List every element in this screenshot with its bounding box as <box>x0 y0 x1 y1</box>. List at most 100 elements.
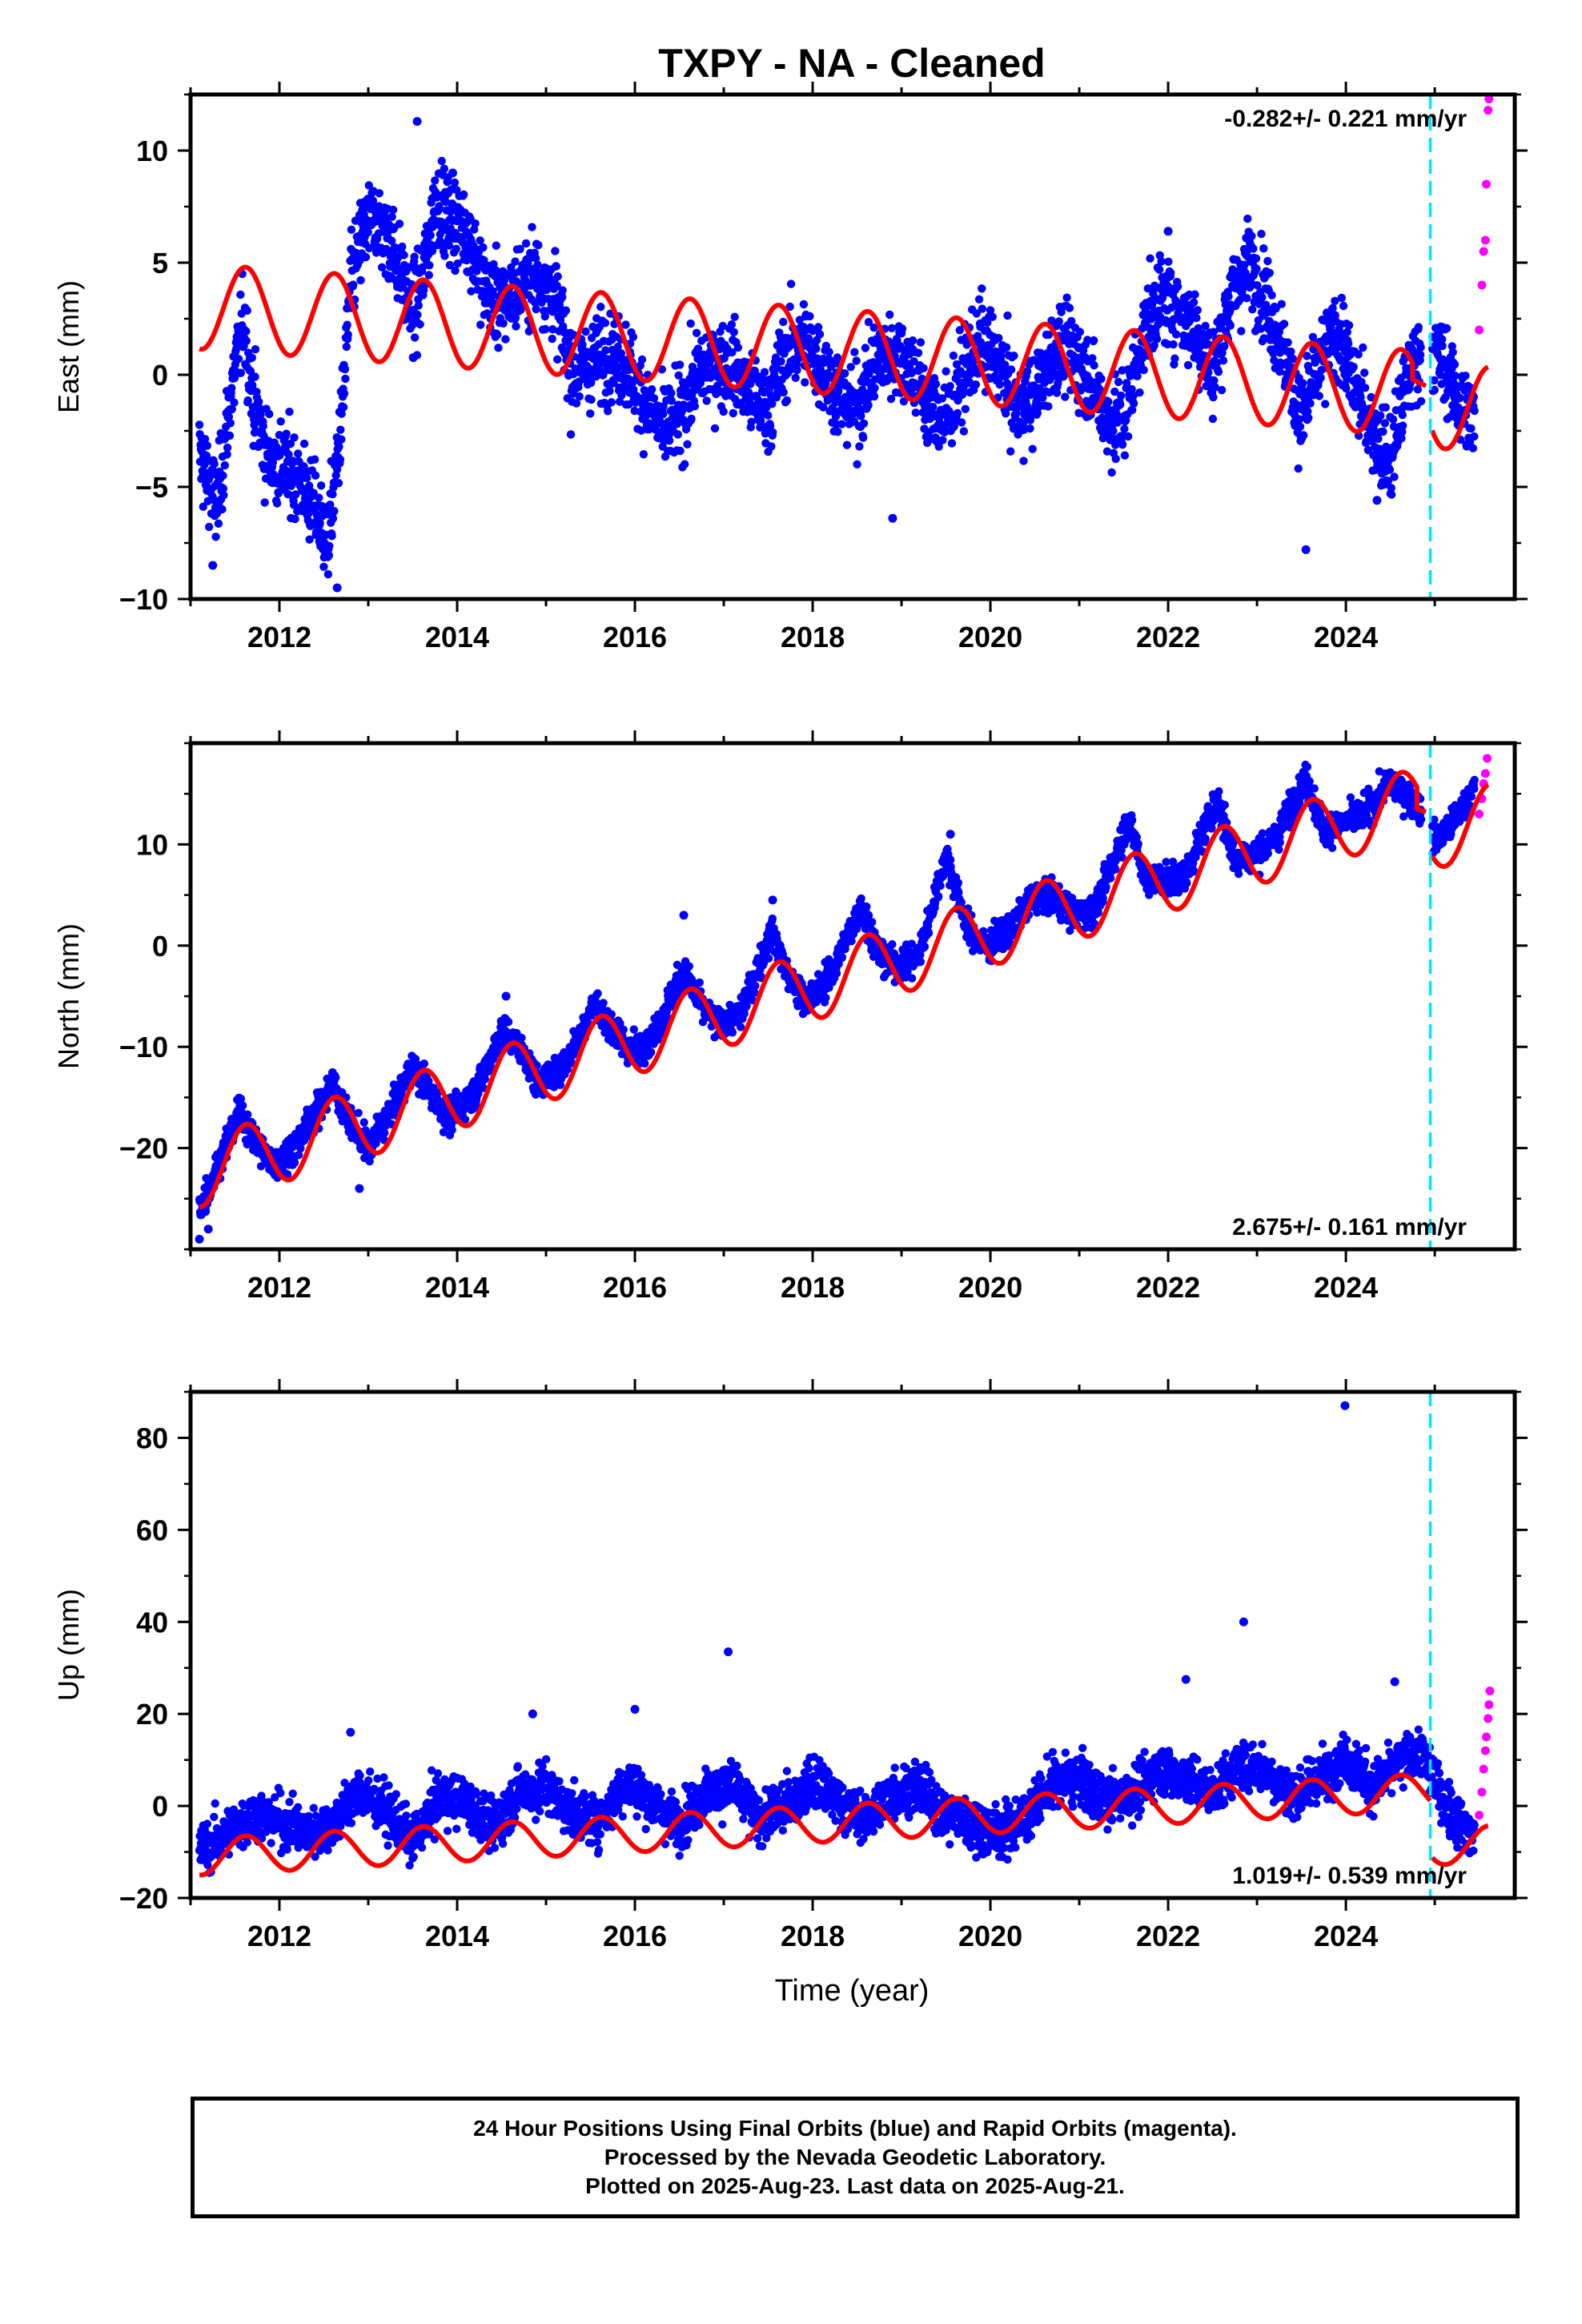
final-orbit-point <box>1397 434 1406 443</box>
final-orbit-point <box>499 319 508 328</box>
final-orbit-point <box>337 409 346 418</box>
final-orbit-point <box>1430 376 1439 385</box>
panel-north: 2012 2014 2016 2018 2020 2022 2024100−10−20Nor… <box>52 730 1528 1304</box>
final-orbit-point <box>1381 403 1391 412</box>
final-orbit-point <box>1243 294 1251 303</box>
final-orbit-point <box>225 431 235 440</box>
final-orbit-point <box>480 1075 489 1084</box>
final-orbit-point <box>236 368 246 377</box>
final-orbit-point <box>1385 465 1395 474</box>
final-orbit-point <box>1128 405 1137 415</box>
final-orbit-point <box>210 460 219 468</box>
final-orbit-point <box>765 421 775 431</box>
final-orbit-point <box>974 332 982 340</box>
final-orbit-point <box>1133 372 1142 380</box>
final-orbit-point <box>334 479 343 488</box>
final-orbit-point <box>1044 402 1053 411</box>
final-orbit-point <box>728 348 737 357</box>
final-orbit-point <box>1010 352 1018 360</box>
final-orbit-point <box>1062 293 1071 302</box>
final-orbit-point <box>448 1125 456 1135</box>
final-orbit-point <box>506 291 516 300</box>
final-orbit-point <box>864 400 873 410</box>
final-orbit-point <box>286 439 295 448</box>
final-orbit-point <box>1012 408 1021 417</box>
final-orbit-point <box>953 408 962 418</box>
final-orbit-point <box>833 353 842 362</box>
final-orbit-point <box>226 419 235 428</box>
final-orbit-point <box>887 324 897 332</box>
final-orbit-point <box>532 254 540 263</box>
final-orbit-point <box>575 392 584 401</box>
final-orbit-point <box>841 369 849 378</box>
final-orbit-point <box>1331 296 1339 305</box>
x-tick-label: 2020 <box>958 621 1022 653</box>
final-orbit-point <box>1339 301 1348 311</box>
final-orbit-point <box>1247 231 1256 240</box>
final-orbit-point <box>1002 343 1011 352</box>
final-orbit-point <box>566 430 576 439</box>
final-orbit-point <box>1102 447 1112 456</box>
final-orbit-point <box>1413 385 1423 394</box>
final-orbit-point <box>885 310 894 320</box>
final-orbit-point <box>1306 399 1315 408</box>
final-orbit-point <box>528 223 536 231</box>
final-orbit-point <box>1308 332 1318 341</box>
final-orbit-point <box>934 442 943 451</box>
plot-area <box>195 94 1494 593</box>
final-orbit-point <box>480 255 488 265</box>
final-orbit-point <box>818 403 828 412</box>
final-orbit-point <box>1331 311 1340 320</box>
final-orbit-point <box>869 323 878 332</box>
y-tick-label: 0 <box>152 359 168 392</box>
final-orbit-point <box>251 345 260 354</box>
final-orbit-point <box>581 327 590 336</box>
final-orbit-point <box>1235 296 1244 304</box>
rapid-orbit-point <box>1479 247 1488 256</box>
final-orbit-point <box>236 290 245 300</box>
final-orbit-point <box>972 309 982 318</box>
final-orbit-point <box>328 490 337 499</box>
final-orbit-point <box>1295 422 1305 431</box>
final-orbit-point <box>311 455 319 464</box>
final-orbit-point <box>1470 432 1479 441</box>
final-orbit-point <box>453 259 462 268</box>
final-orbit-points <box>195 760 1479 1220</box>
final-orbit-point <box>219 484 228 493</box>
final-orbit-point <box>1226 321 1235 330</box>
final-orbit-point <box>1294 464 1303 473</box>
final-orbit-point <box>995 380 1004 389</box>
final-orbit-point <box>388 205 398 215</box>
final-orbit-point <box>801 378 809 387</box>
final-orbit-point <box>359 1118 368 1127</box>
final-orbit-point <box>1328 304 1337 312</box>
final-orbit-point <box>501 335 510 344</box>
final-orbit-point <box>751 981 760 991</box>
final-orbit-point <box>1033 408 1042 417</box>
outlier-point <box>888 513 897 523</box>
final-orbit-point <box>1220 342 1229 351</box>
final-orbit-point <box>1288 355 1298 364</box>
final-orbit-point <box>757 416 765 425</box>
final-orbit-point <box>631 398 640 407</box>
final-orbit-point <box>418 263 428 271</box>
final-orbit-point <box>908 336 917 345</box>
final-orbit-point <box>729 408 737 418</box>
rapid-orbit-point <box>1481 179 1491 189</box>
final-orbit-point <box>805 312 814 321</box>
final-orbit-point <box>690 402 699 411</box>
final-orbit-point <box>440 251 449 260</box>
final-orbit-point <box>1376 411 1385 420</box>
final-orbit-point <box>387 236 396 245</box>
final-orbit-point <box>673 430 682 439</box>
final-orbit-point <box>435 203 444 213</box>
final-orbit-point <box>897 324 907 333</box>
rapid-orbit-point <box>1477 280 1487 290</box>
final-orbit-point <box>1191 290 1199 299</box>
final-orbit-point <box>1238 285 1247 295</box>
y-axis-label: East (mm) <box>52 280 85 413</box>
final-orbit-point <box>1169 340 1178 349</box>
final-orbit-point <box>533 260 542 269</box>
final-orbit-point <box>859 419 869 428</box>
final-orbit-point <box>440 164 449 173</box>
